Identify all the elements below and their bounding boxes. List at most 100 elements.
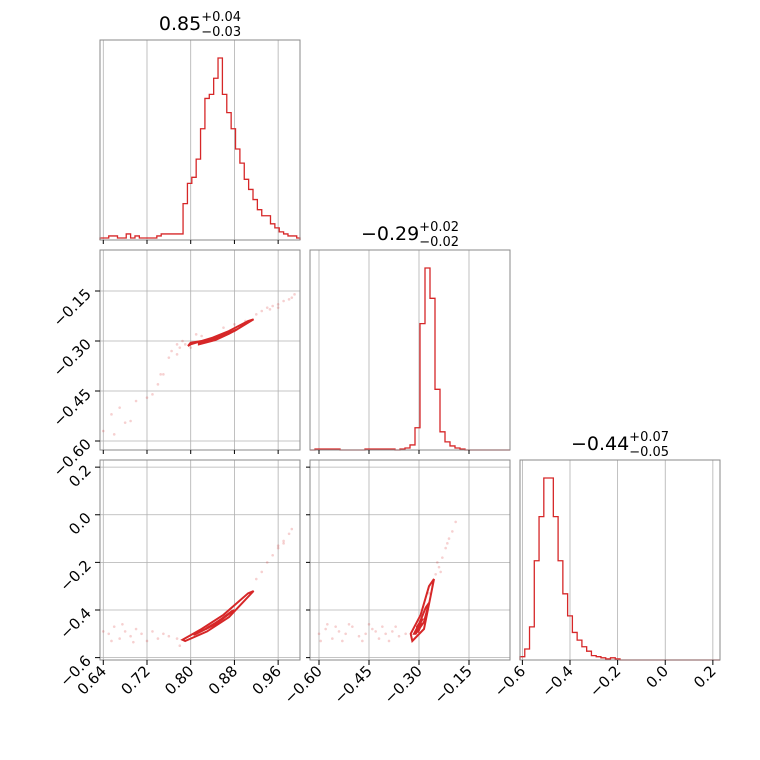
title-median: −0.44	[571, 433, 629, 455]
sample-point	[271, 304, 274, 308]
sample-point	[170, 349, 173, 353]
x-tick-label: −0.4	[538, 662, 576, 700]
sample-point	[159, 373, 162, 376]
contour-level-2	[415, 618, 424, 633]
scatter-panel-1-2	[309, 459, 511, 661]
sample-point	[123, 421, 127, 424]
sample-point	[361, 639, 364, 643]
sample-point	[427, 592, 431, 595]
histogram-series-0	[99, 57, 301, 240]
contour-level-1	[412, 602, 430, 635]
sample-point	[276, 306, 280, 309]
sample-point	[200, 334, 203, 338]
x-tick-label: −0.2	[586, 662, 624, 700]
sample-point	[387, 639, 391, 643]
x-tick-label: −0.30	[381, 662, 426, 707]
sample-point	[178, 644, 182, 648]
sample-point	[175, 637, 179, 640]
sample-point	[384, 632, 387, 636]
sample-point	[189, 346, 193, 349]
sample-point	[162, 373, 165, 376]
sample-point	[167, 634, 171, 638]
sample-point	[254, 577, 258, 581]
sample-point	[394, 625, 397, 628]
sample-point	[118, 637, 121, 640]
scatter-panel-0-1	[99, 249, 301, 451]
sample-point	[377, 637, 381, 640]
sample-point	[374, 630, 377, 633]
sample-point	[447, 537, 451, 540]
sample-point	[156, 383, 160, 386]
sample-point	[454, 520, 457, 524]
sample-point	[118, 406, 121, 409]
sample-point	[271, 553, 274, 557]
sample-point	[134, 399, 138, 403]
sample-point	[287, 532, 291, 536]
y-tick-label: −0.30	[50, 335, 95, 380]
title-minus: −0.05	[629, 445, 669, 460]
sample-point	[293, 293, 296, 296]
sample-point	[439, 570, 442, 574]
sample-point	[319, 639, 322, 643]
x-tick-label: 0.88	[205, 662, 241, 698]
sample-point	[110, 639, 113, 643]
sample-point	[265, 561, 269, 564]
sample-point	[145, 396, 149, 399]
y-tick-label: 0.0	[65, 509, 95, 539]
param-title-0: 0.85+0.04 −0.03	[159, 10, 241, 40]
sample-point	[334, 625, 337, 628]
y-tick-label: −0.2	[56, 556, 94, 594]
param-title-2: −0.44+0.07 −0.05	[571, 430, 669, 460]
x-tick-label: −0.6	[491, 662, 529, 700]
sample-point	[112, 625, 116, 628]
sample-point	[107, 632, 111, 636]
sample-point	[282, 542, 285, 545]
sample-point	[222, 326, 225, 329]
sample-point	[132, 640, 135, 644]
title-median: −0.29	[361, 223, 419, 245]
sample-point	[347, 622, 351, 626]
sample-point	[391, 630, 394, 633]
sample-point	[371, 627, 374, 631]
sample-point	[341, 639, 344, 643]
contour-level-0	[409, 578, 435, 644]
sample-point	[441, 556, 444, 559]
title-minus: −0.02	[419, 235, 459, 250]
histogram-series-2	[519, 477, 720, 661]
title-plus: +0.02	[419, 220, 459, 235]
sample-point	[451, 530, 454, 533]
sample-point	[123, 630, 127, 633]
sample-point	[175, 353, 179, 356]
sample-point	[129, 634, 132, 638]
sample-point	[364, 632, 367, 636]
y-tick-label: −0.4	[56, 604, 94, 642]
sample-point	[183, 343, 187, 346]
contour-level-3	[417, 622, 423, 633]
x-tick-label: 0.96	[249, 662, 285, 698]
sample-point	[367, 622, 371, 626]
x-tick-label: 0.0	[642, 662, 672, 692]
sample-point	[129, 419, 132, 423]
sample-point	[175, 343, 179, 346]
sample-point	[436, 561, 439, 564]
x-tick-label: 0.72	[117, 662, 153, 698]
histogram-series-1	[310, 267, 510, 451]
x-tick-label: −0.45	[331, 662, 376, 707]
sample-point	[276, 544, 280, 548]
sample-point	[397, 634, 401, 638]
panel-frame	[99, 459, 301, 661]
sample-point	[331, 637, 334, 640]
panel-frame	[519, 459, 721, 661]
sample-point	[344, 632, 347, 636]
panel-frame	[99, 249, 301, 451]
sample-point	[290, 527, 294, 531]
param-title-1: −0.29+0.02 −0.02	[361, 220, 459, 250]
sample-point	[357, 634, 361, 638]
contour-level-0	[180, 590, 255, 643]
sample-point	[265, 306, 269, 309]
sample-point	[156, 637, 160, 640]
panel-frame	[99, 39, 301, 241]
sample-point	[162, 632, 165, 636]
x-tick-label: −0.15	[431, 662, 476, 707]
